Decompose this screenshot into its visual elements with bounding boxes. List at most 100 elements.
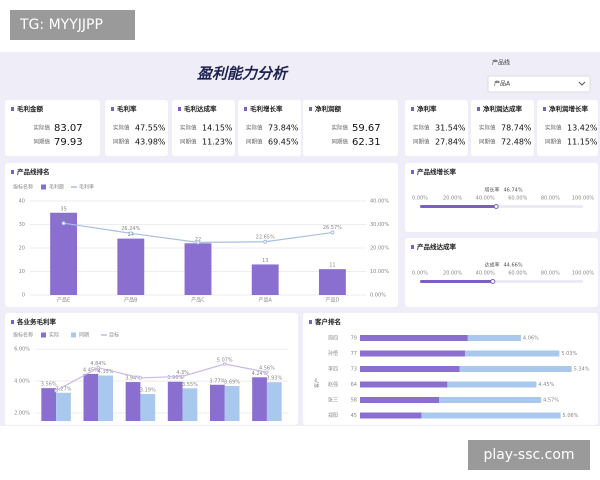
bar [360, 350, 465, 357]
x-tick-label: 100.00% [572, 196, 594, 202]
x-tick-label: 20.00% [443, 271, 462, 277]
x-tick-label: 产品C [191, 297, 205, 304]
bar [117, 238, 145, 295]
kpi-row-label: 实际值 [331, 124, 348, 132]
card [172, 100, 235, 156]
kpi-row-value: 78.74% [501, 124, 532, 133]
kpi-title: 毛利达成率 [184, 104, 217, 113]
bar [251, 264, 279, 295]
card-icon [11, 320, 14, 324]
bar [360, 335, 468, 341]
kpi-row-value: 43.98% [135, 138, 166, 147]
metric-value: 44.66% [504, 263, 523, 269]
legend-label: 毛利额 [49, 184, 64, 191]
data-label: 4.35% [98, 369, 114, 375]
kpi-icon [111, 107, 114, 111]
x-tick-label: 0.00% [412, 196, 428, 202]
kpi-row-value: 47.55% [135, 124, 166, 133]
kpi-title: 毛利增长率 [250, 104, 283, 113]
data-label: 13 [262, 258, 268, 264]
kpi-row-value: 13.42% [567, 124, 598, 133]
kpi-icon [244, 107, 247, 111]
line-point [61, 221, 66, 226]
data-label: 4.57% [543, 398, 559, 404]
bar [360, 366, 572, 372]
card-icon [309, 320, 312, 324]
watermark: play-ssc.com [483, 447, 574, 463]
data-label: 4.56% [259, 366, 275, 372]
bar [360, 412, 422, 419]
data-label: 5.07% [217, 358, 233, 364]
bar [209, 384, 225, 421]
data-label: 3.69% [224, 380, 240, 386]
bar [50, 212, 78, 295]
y2-tick-label: 0.00% [370, 293, 386, 299]
bar [41, 388, 57, 421]
line-point [138, 376, 143, 380]
card [238, 100, 301, 156]
kpi-row-value: 83.07 [54, 123, 83, 134]
kpi-row-label: 实际值 [545, 124, 562, 132]
filter-dropdown[interactable] [487, 75, 591, 93]
kpi-icon [178, 107, 181, 111]
legend-label: 实际 [49, 332, 59, 339]
data-label: 58 [351, 398, 357, 404]
data-label: 22 [195, 237, 201, 243]
card [471, 100, 534, 156]
progress-fill [420, 280, 493, 283]
x-tick-label: 0.00% [412, 271, 428, 277]
data-label: 5.06% [563, 413, 579, 419]
card [405, 163, 598, 232]
data-label: 73 [351, 367, 357, 373]
progress-marker [493, 204, 499, 209]
data-label: 11 [329, 263, 335, 269]
y-tick-label: 周四 [328, 336, 338, 342]
bar [360, 412, 561, 419]
y2-tick-label: 30.00% [370, 222, 389, 228]
kpi-icon [309, 107, 312, 111]
bar [360, 366, 460, 372]
metric-value: 46.74% [504, 188, 523, 194]
kpi-row-label: 实际值 [479, 124, 496, 132]
y-tick-label: 30 [19, 222, 25, 228]
data-label: 5.03% [561, 351, 577, 357]
line-point [128, 231, 133, 236]
bar [140, 394, 156, 421]
x-tick-label: 产品D [325, 297, 339, 304]
progress-marker [490, 279, 496, 284]
kpi-row-value: 59.67 [352, 123, 381, 134]
y2-tick-label: 10.00% [370, 269, 389, 275]
kpi-row-label: 同期值 [246, 138, 263, 146]
page-title: 盈利能力分析 [197, 65, 289, 83]
x-tick-label: 产品A [258, 297, 272, 304]
x-tick-label: 100.00% [572, 271, 594, 277]
data-label: 4.84% [90, 361, 106, 367]
line-point [180, 374, 185, 379]
y-tick-label: 6.00% [14, 347, 30, 353]
chart-title: 产品线增长率 [417, 167, 457, 176]
y-tick-label: 20 [19, 246, 25, 252]
data-label: 45 [351, 413, 357, 419]
data-label: 4.06% [523, 336, 539, 342]
kpi-title: 毛利率 [117, 104, 137, 113]
card-icon [411, 245, 414, 249]
data-label: 3.19% [140, 388, 156, 394]
bar [98, 375, 114, 421]
line-point [96, 365, 101, 370]
kpi-row-label: 同期值 [33, 138, 50, 146]
y-tick-label: 孙悟 [328, 350, 338, 357]
data-label: 4.45% [538, 382, 554, 388]
bar [56, 392, 71, 421]
line-point [54, 388, 58, 393]
data-label: 64 [351, 382, 357, 388]
data-label: 3.94% [125, 376, 141, 382]
kpi-icon [543, 107, 546, 111]
kpi-row-label: 实际值 [413, 124, 430, 132]
kpi-row-value: 31.54% [435, 124, 466, 133]
y-tick-label: 张三 [328, 397, 338, 404]
card [303, 100, 398, 156]
kpi-icon [477, 107, 480, 111]
data-label: 35 [60, 206, 66, 212]
metric-label: 达成率 [484, 262, 499, 269]
chart-title: 各业务毛利率 [16, 317, 57, 326]
